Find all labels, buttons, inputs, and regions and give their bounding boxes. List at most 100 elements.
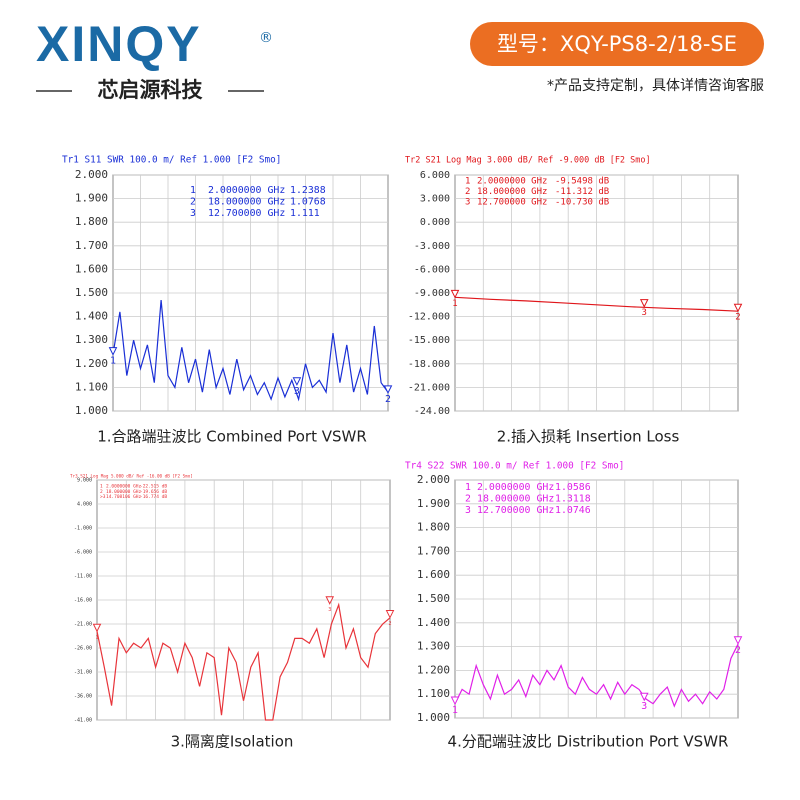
marker-triangle	[92, 623, 102, 633]
y-tick-label: 1.700	[75, 239, 108, 252]
trace-line	[112, 300, 389, 402]
y-tick-label: 1.200	[417, 663, 450, 676]
readout-index: 2	[465, 494, 471, 505]
y-tick-label: 1.500	[417, 592, 450, 605]
readout-index: 1	[465, 482, 471, 493]
y-tick-label: -12.000	[408, 312, 450, 323]
y-tick-label: 1.100	[75, 380, 108, 393]
y-tick-label: 1.100	[417, 687, 450, 700]
readout-value: 1.111	[290, 208, 320, 219]
marker-label: 1	[110, 356, 116, 367]
marker-triangle	[733, 636, 743, 645]
readout-value: 1.2388	[290, 185, 326, 196]
y-tick-label: 4.000	[77, 502, 92, 508]
marker-triangle	[325, 596, 335, 605]
y-tick-label: 1.600	[417, 568, 450, 581]
marker-label: 3	[294, 386, 300, 397]
y-tick-label: -6.000	[414, 264, 450, 275]
y-tick-label: 1.300	[417, 640, 450, 653]
y-tick-label: 1.800	[417, 521, 450, 534]
readout-value: -10.730 dB	[555, 198, 609, 208]
marker-label: 1	[452, 705, 458, 716]
y-tick-label: 1.600	[75, 262, 108, 275]
y-tick-label: -15.000	[408, 335, 450, 346]
marker-label: 1	[452, 299, 457, 309]
readout-index: >3	[100, 494, 106, 500]
readout-index: 1	[465, 177, 470, 187]
readout-value: 1.3118	[555, 494, 591, 505]
registered-mark: ®	[259, 30, 273, 46]
readout-frequency: 2.0000000 GHz	[208, 185, 285, 196]
readout-index: 1	[190, 185, 196, 196]
model-badge	[470, 22, 764, 66]
marker-label: 2	[735, 645, 741, 656]
readout-frequency: 12.700000 GHz	[477, 505, 554, 516]
model-text: 型号：XQY-PS8-2/18-SE	[497, 32, 737, 56]
readout-value: -22.515 dB	[140, 484, 167, 490]
marker-triangle	[733, 303, 743, 313]
readout-index: 3	[190, 208, 196, 219]
chart-panel: 1.000 1.100 1.200 1.300 1.400 1.500 1.600 1.700…	[62, 155, 393, 446]
readout-frequency: 12.700000 GHz	[477, 198, 547, 208]
readout-frequency: 2.0000000 GHz	[106, 484, 142, 490]
marker-triangle	[385, 610, 395, 619]
y-tick-label: -11.00	[74, 574, 92, 580]
y-tick-label: -3.000	[414, 241, 450, 252]
chart-caption: 3.隔离度Isolation	[171, 733, 294, 751]
readout-index: 3	[465, 198, 470, 208]
y-tick-label: -41.00	[74, 718, 92, 724]
readout-frequency: 2.0000000 GHz	[477, 482, 554, 493]
readout-value: -11.312 dB	[555, 187, 609, 197]
marker-label: 3	[642, 308, 647, 318]
readout-frequency: 18.000000 GHz	[208, 197, 285, 208]
y-tick-label: 0.000	[420, 217, 450, 228]
chart-panel: -24.00 -21.000 -18.000 -15.000 -12.000 -9.000…	[405, 156, 743, 446]
charts: 1.000 1.100 1.200 1.300 1.400 1.500 1.600 1.700…	[62, 155, 743, 751]
chart-panel: -41.00 -36.00 -31.00 -26.00 -21.00 -16.00 -11.…	[70, 474, 395, 751]
chart-panel: 1.000 1.100 1.200 1.300 1.400 1.500 1.600 1.700…	[405, 461, 743, 751]
readout-frequency: 12.700000 GHz	[208, 208, 285, 219]
readout-value: -16.774 dB	[140, 494, 167, 500]
y-tick-label: 6.000	[420, 170, 450, 181]
y-tick-label: 1.300	[75, 333, 108, 346]
y-tick-label: 3.000	[420, 194, 450, 205]
y-tick-label: 1.000	[75, 404, 108, 417]
y-tick-label: -6.000	[74, 550, 92, 556]
readout-value: -9.5498 dB	[555, 177, 609, 187]
marker-triangle	[450, 696, 460, 706]
readout-frequency: 18.000000 GHz	[106, 489, 142, 495]
chart-title: Tr2 S21 Log Mag 3.000 dB/ Ref -9.000 dB …	[405, 156, 651, 166]
readout-index: 2	[100, 489, 103, 495]
y-tick-label: -24.00	[414, 406, 450, 417]
y-tick-label: 1.400	[75, 310, 108, 323]
marker-label: 3	[641, 701, 647, 712]
y-tick-label: 2.000	[75, 168, 108, 181]
readout-value: 1.0768	[290, 197, 326, 208]
marker-label: 2	[735, 313, 740, 323]
trace-line	[454, 643, 739, 708]
y-tick-label: -18.000	[408, 359, 450, 370]
y-tick-label: 1.000	[417, 711, 450, 724]
readout-index: 3	[465, 505, 471, 516]
y-tick-label: -31.00	[74, 670, 92, 676]
y-tick-label: 1.900	[75, 192, 108, 205]
readout-index: 2	[190, 197, 196, 208]
marker-label: 2	[385, 394, 391, 405]
readout-frequency: 18.000000 GHz	[477, 187, 547, 197]
logo: XINQY	[36, 16, 202, 72]
y-tick-label: 1.700	[417, 544, 450, 557]
trace-line	[96, 602, 391, 721]
readout-index: 1	[100, 484, 103, 490]
chart-title: Tr1 S11 SWR 100.0 m/ Ref 1.000 [F2 Smo]	[62, 155, 281, 166]
y-tick-label: 2.000	[417, 473, 450, 486]
readout-frequency: 18.000000 GHz	[477, 494, 554, 505]
marker-triangle	[639, 692, 649, 702]
y-tick-label: 1.500	[75, 286, 108, 299]
y-tick-label: 9.000	[77, 478, 92, 484]
y-tick-label: -1.000	[74, 526, 92, 532]
chart-title: Tr4 S22 SWR 100.0 m/ Ref 1.000 [F2 Smo]	[405, 461, 624, 472]
readout-frequency: 2.0000000 GHz	[477, 177, 547, 187]
readout-frequency: 14.708106 GHz	[106, 494, 142, 500]
custom-note: *产品支持定制，具体详情咨询客服	[547, 77, 764, 94]
